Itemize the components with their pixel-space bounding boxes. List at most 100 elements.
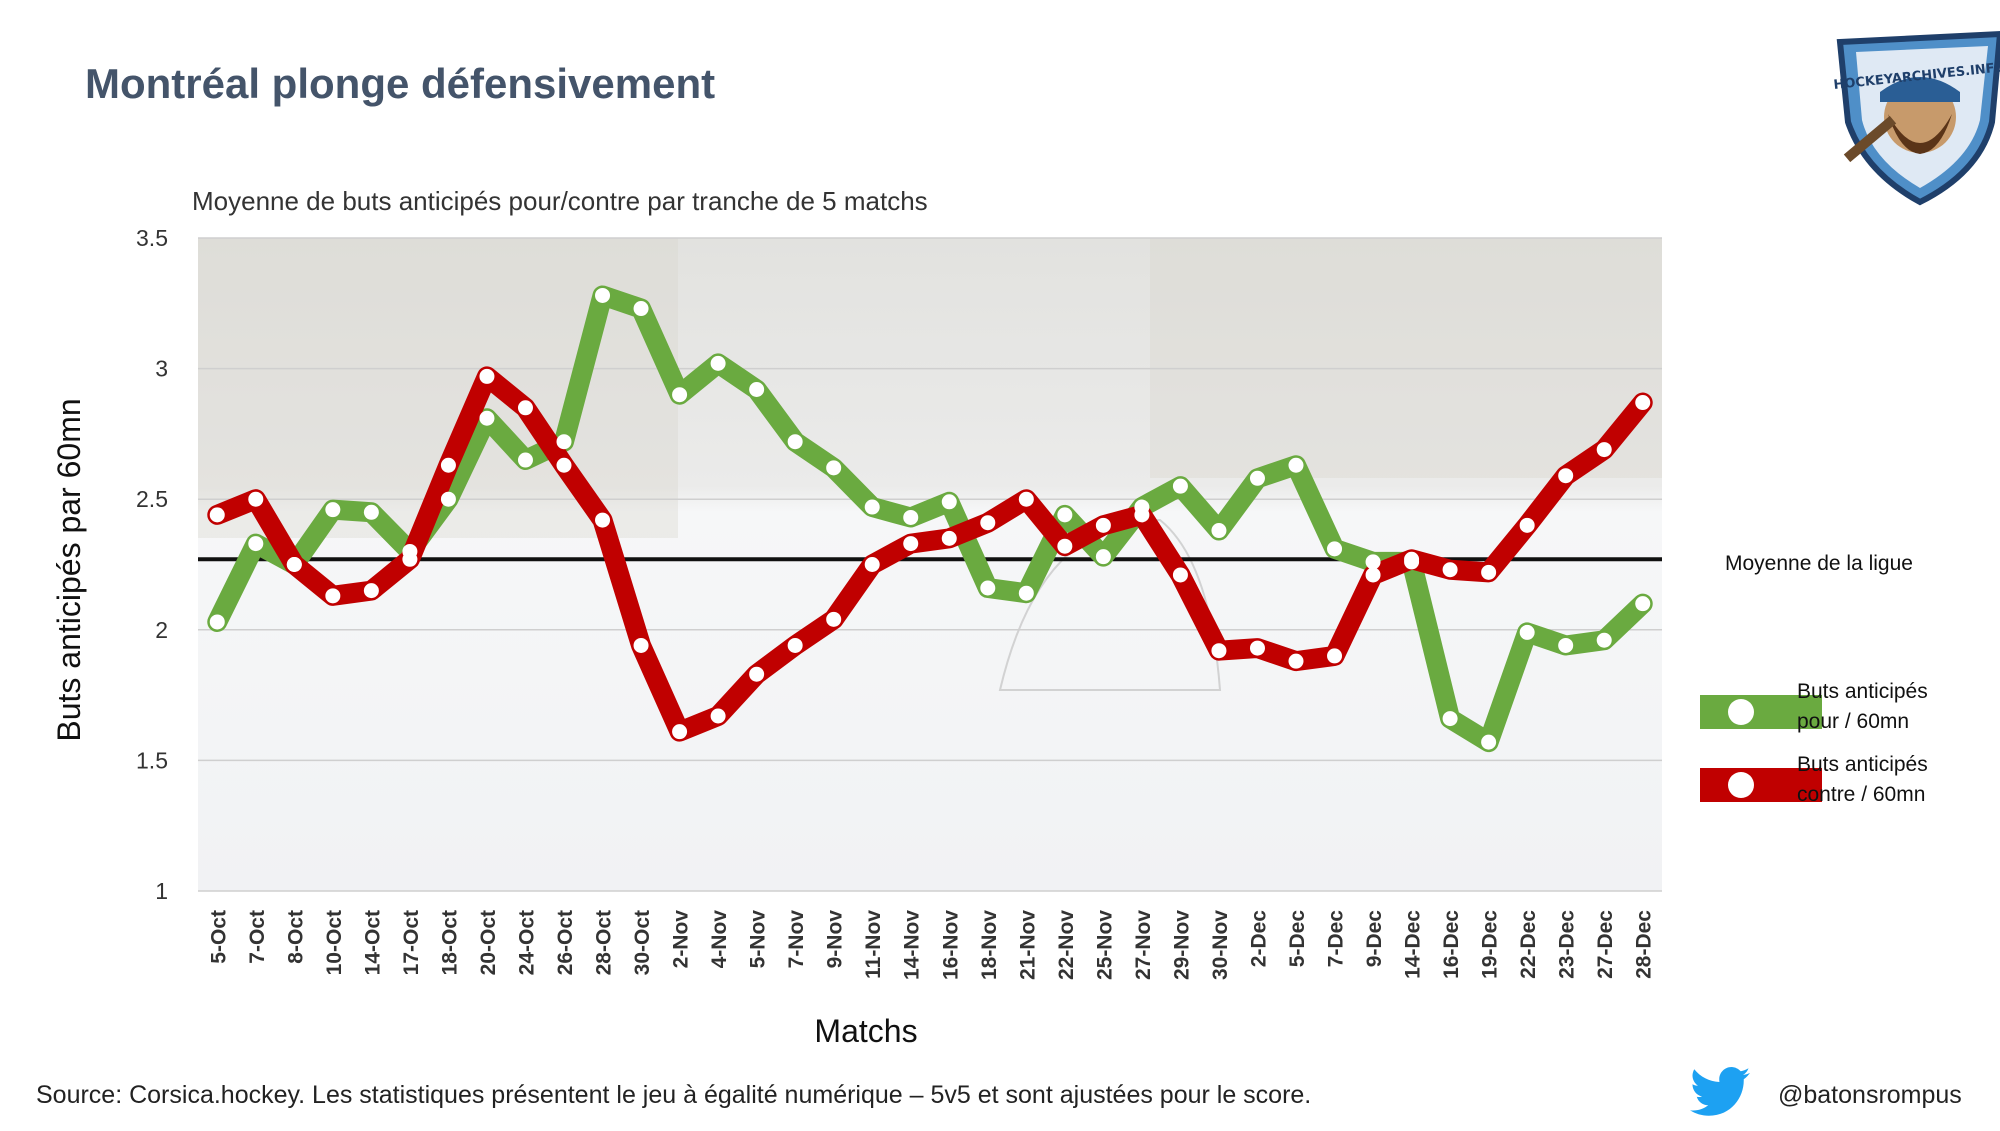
twitter-icon: [1690, 1067, 1750, 1116]
point-contre: [1057, 538, 1073, 554]
point-pour: [1596, 632, 1612, 648]
point-contre: [1519, 517, 1535, 533]
point-contre: [595, 512, 611, 528]
point-pour: [1442, 711, 1458, 727]
point-contre: [1249, 640, 1265, 656]
x-tick-label: 29-Nov: [1170, 910, 1193, 980]
point-contre: [363, 583, 379, 599]
point-contre: [517, 400, 533, 416]
point-contre: [1481, 564, 1497, 580]
y-tick-labels: 1 1.5 2 2.5 3 3.5: [136, 225, 168, 904]
point-pour: [1211, 523, 1227, 539]
point-pour: [209, 614, 225, 630]
x-tick-label: 2-Dec: [1247, 910, 1270, 968]
x-tick-label: 18-Oct: [438, 910, 461, 975]
x-tick-label: 9-Nov: [824, 910, 847, 969]
point-contre: [1134, 507, 1150, 523]
point-pour: [248, 536, 264, 552]
point-pour: [787, 434, 803, 450]
point-contre: [672, 724, 688, 740]
x-tick-labels: 5-Oct 7-Oct 8-Oct 10-Oct 14-Oct 17-Oct 18-Oct 2…: [207, 910, 1655, 980]
hockeyarchives-logo: HOCKEYARCHIVES.INFO: [1833, 30, 2000, 206]
x-tick-label: 16-Dec: [1440, 910, 1463, 979]
point-contre: [248, 491, 264, 507]
point-pour: [864, 499, 880, 515]
series-points: [209, 287, 1651, 750]
legend: Buts anticipés pour / 60mn Buts anticipés…: [1700, 680, 1928, 806]
x-tick-label: 7-Oct: [246, 910, 269, 964]
x-axis-label: Matchs: [814, 1013, 917, 1049]
x-tick-label: 24-Oct: [515, 910, 538, 975]
y-tick-label: 3: [155, 356, 168, 382]
point-contre: [1327, 648, 1343, 664]
point-contre: [941, 530, 957, 546]
x-tick-label: 27-Dec: [1594, 910, 1617, 979]
source-note: Source: Corsica.hockey. Les statistiques…: [36, 1081, 1312, 1109]
point-pour: [440, 491, 456, 507]
point-contre: [633, 637, 649, 653]
point-contre: [1095, 517, 1111, 533]
x-tick-label: 28-Dec: [1633, 910, 1656, 979]
x-tick-label: 27-Nov: [1132, 910, 1155, 980]
point-pour: [1558, 637, 1574, 653]
point-contre: [1635, 395, 1651, 411]
point-contre: [1558, 468, 1574, 484]
point-pour: [980, 580, 996, 596]
x-tick-label: 30-Nov: [1209, 910, 1232, 980]
point-contre: [286, 557, 302, 572]
point-pour: [1519, 624, 1535, 640]
y-tick-label: 1: [155, 878, 168, 904]
point-pour: [1172, 478, 1188, 494]
point-pour: [325, 502, 341, 518]
point-pour: [556, 434, 572, 450]
x-tick-label: 8-Oct: [284, 910, 307, 964]
x-tick-label: 23-Dec: [1556, 910, 1579, 979]
point-pour: [633, 301, 649, 317]
x-tick-label: 9-Dec: [1363, 910, 1386, 968]
reference-line-label: Moyenne de la ligue: [1725, 552, 1913, 575]
point-contre: [325, 588, 341, 604]
point-pour: [710, 355, 726, 371]
x-tick-label: 16-Nov: [939, 910, 962, 980]
x-tick-label: 22-Nov: [1055, 910, 1078, 980]
y-tick-label: 2.5: [136, 486, 168, 512]
point-contre: [1442, 562, 1458, 578]
point-contre: [1211, 643, 1227, 659]
point-pour: [903, 509, 919, 525]
point-contre: [787, 637, 803, 653]
x-tick-label: 22-Dec: [1517, 910, 1540, 979]
point-contre: [479, 368, 495, 384]
y-axis-label: Buts anticipés par 60mn: [51, 398, 87, 741]
point-contre: [710, 708, 726, 724]
legend-swatch-contre: [1700, 768, 1822, 802]
legend-label-contre: Buts anticipés contre / 60mn: [1797, 753, 1928, 806]
point-pour: [749, 381, 765, 397]
x-tick-label: 10-Oct: [323, 910, 346, 975]
y-tick-label: 3.5: [136, 225, 168, 251]
point-pour: [1635, 596, 1651, 612]
point-contre: [864, 557, 880, 572]
twitter-handle: @batonsrompus: [1778, 1081, 1962, 1109]
x-tick-label: 30-Oct: [631, 910, 654, 975]
x-tick-label: 28-Oct: [593, 910, 616, 975]
legend-marker-contre: [1728, 772, 1754, 798]
x-tick-label: 17-Oct: [400, 910, 423, 975]
x-tick-label: 14-Dec: [1402, 910, 1425, 979]
point-pour: [517, 452, 533, 468]
x-tick-label: 5-Oct: [207, 910, 230, 964]
point-pour: [363, 504, 379, 520]
x-tick-label: 5-Nov: [747, 910, 770, 969]
y-tick-label: 2: [155, 617, 168, 643]
x-tick-label: 26-Oct: [554, 910, 577, 975]
point-contre: [209, 507, 225, 523]
x-tick-label: 4-Nov: [708, 910, 731, 969]
x-tick-label: 2-Nov: [670, 910, 693, 969]
point-contre: [1172, 567, 1188, 583]
x-tick-label: 11-Nov: [862, 910, 885, 979]
x-tick-label: 7-Dec: [1325, 910, 1348, 968]
point-pour: [479, 410, 495, 426]
point-pour: [672, 387, 688, 403]
point-pour: [1018, 585, 1034, 601]
point-contre: [1596, 442, 1612, 458]
